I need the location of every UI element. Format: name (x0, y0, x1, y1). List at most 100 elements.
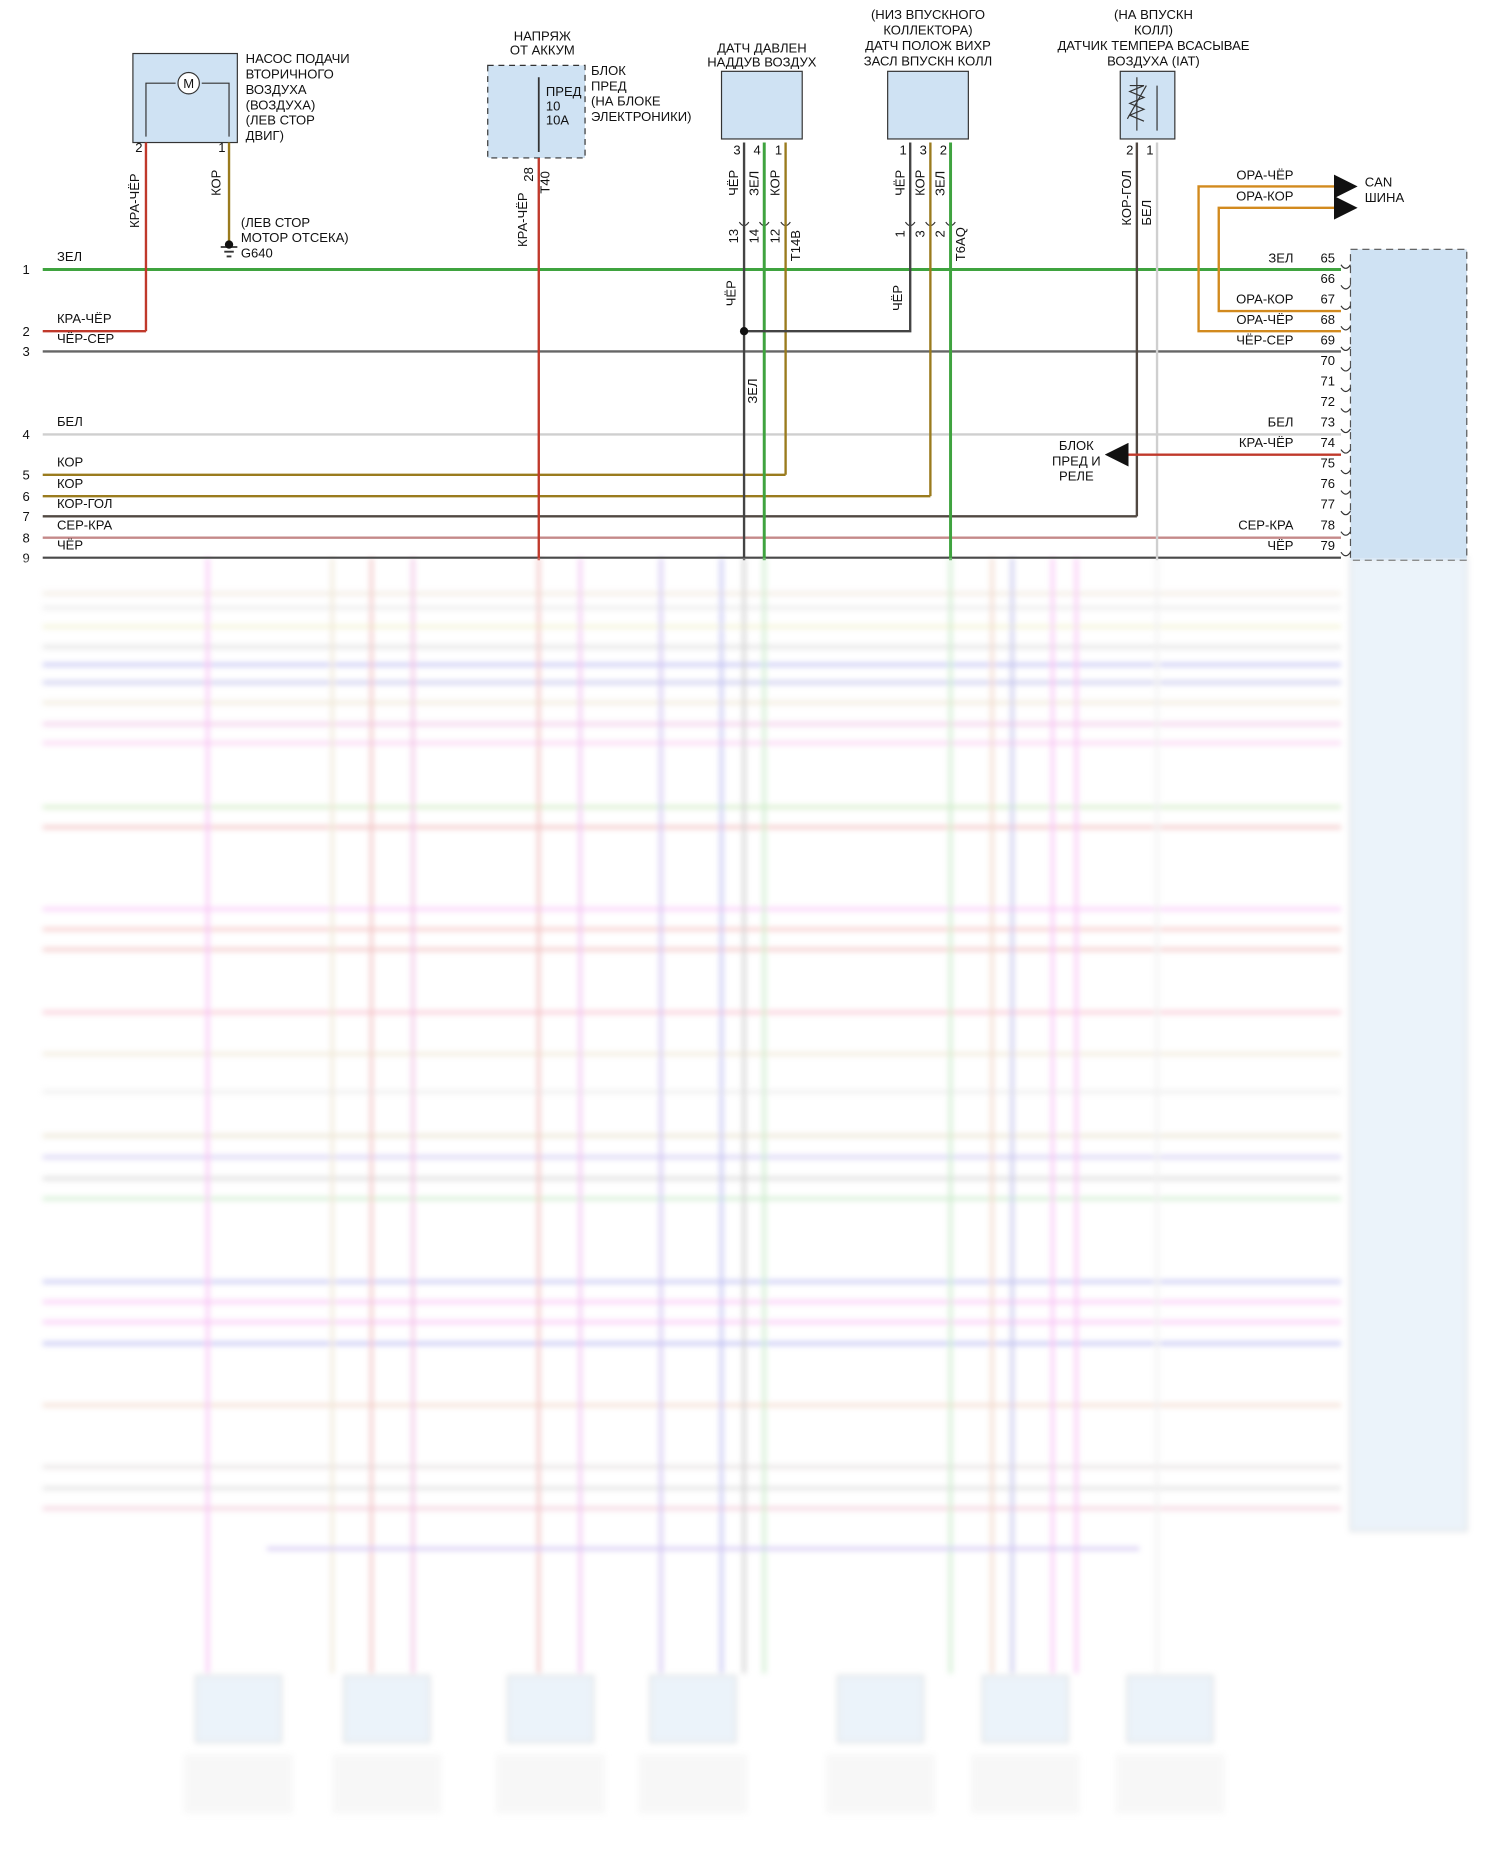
blurred-label (332, 1754, 442, 1814)
fuse-label: 10 (546, 98, 561, 113)
wire-name: КРА-ЧЁР (515, 192, 530, 247)
pin-number: 3 (920, 142, 927, 157)
motor-symbol (177, 71, 200, 95)
component-box (1119, 70, 1176, 140)
pin-name: ЧЁР-СЕР (1236, 333, 1294, 348)
pin-number: 28 (521, 167, 536, 182)
wire-number: 8 (22, 530, 29, 545)
blurred-label (183, 1754, 294, 1814)
can-label: ШИНА (1365, 190, 1405, 205)
motor-label: M (183, 76, 194, 91)
pin-number: 76 (1321, 476, 1336, 491)
wire-name: КОР (57, 454, 84, 469)
wire-name: ЧЁР (892, 170, 907, 196)
pin-number: 68 (1321, 312, 1336, 327)
connector-label: T6AQ (953, 227, 968, 261)
wire-number: 5 (22, 468, 29, 483)
fuse-label: ПРЕД (546, 84, 582, 99)
blurred-component (982, 1675, 1069, 1743)
wire-name: КОР-ГОЛ (57, 496, 113, 511)
component-label: КОЛЛЕКТОРА) (883, 23, 972, 38)
pin-number: 3 (733, 142, 740, 157)
connector-pin (1340, 449, 1351, 454)
component-label: ДАТЧ ДАВЛЕН (717, 40, 807, 55)
connector-pin (1340, 510, 1351, 516)
pin-number: 12 (768, 229, 783, 244)
pin-number: 74 (1321, 435, 1336, 450)
pin-number: 69 (1321, 333, 1336, 348)
wire-name: КОР (768, 169, 783, 196)
supply-label: НАПРЯЖ (514, 28, 571, 43)
blurred-module (1349, 557, 1468, 1532)
can-wire (1197, 174, 1358, 333)
control-module (1349, 248, 1468, 561)
connector-pin (1340, 326, 1351, 331)
wire-number: 4 (22, 427, 29, 442)
connector-pin (1340, 387, 1351, 393)
wire-number: 6 (22, 489, 29, 504)
wire-name: ЧЁР (57, 538, 83, 553)
component-label: (НА ВПУСКН (1114, 7, 1193, 22)
wire-name: КОР (912, 169, 927, 196)
pin-name: ЧЁР (1267, 538, 1293, 553)
fade-overlay (0, 557, 1500, 1861)
wire-name: КОР (209, 169, 224, 196)
blurred-component (1126, 1675, 1214, 1743)
junction (739, 327, 749, 336)
wire-name: СЕР-КРА (57, 517, 113, 532)
pin-number: 1 (775, 142, 782, 157)
component-label: ЭЛЕКТРОНИКИ) (591, 109, 691, 124)
connector-pin (1340, 408, 1351, 413)
pin-number: 2 (940, 142, 947, 157)
connector-pin (1340, 469, 1351, 475)
connector-pin (1340, 305, 1351, 310)
blurred-label (825, 1754, 936, 1814)
connector-label: T14B (788, 230, 803, 261)
pin-number: 2 (1126, 142, 1133, 157)
component-label: БЛОК (591, 63, 626, 78)
pin-number: 75 (1321, 456, 1336, 471)
relay-label: РЕЛЕ (1059, 469, 1094, 484)
component-label: ВОЗДУХА (246, 82, 307, 97)
ground-label: G640 (241, 246, 273, 261)
component-label: (НА БЛОКЕ (591, 94, 661, 109)
pin-number: 1 (899, 142, 906, 157)
pin-number: 73 (1321, 415, 1336, 430)
pin-number: 1 (892, 230, 907, 237)
blurred-label (638, 1754, 748, 1814)
pin-name: БЕЛ (1268, 415, 1294, 430)
connector-pin (1340, 346, 1351, 352)
pin-number: 13 (726, 229, 741, 244)
component-label: НАДДУВ ВОЗДУХ (707, 55, 817, 70)
component-label: (ВОЗДУХА) (246, 97, 316, 112)
pump-internal (145, 82, 230, 137)
pin-name: ЗЕЛ (1268, 250, 1293, 265)
junction (224, 240, 234, 249)
wire-number: 7 (22, 509, 29, 524)
wire-name: ЗЕЛ (746, 171, 761, 196)
blurred-component (837, 1675, 924, 1743)
wire (744, 142, 912, 333)
wire-name: ЗЕЛ (57, 249, 82, 264)
relay-label: БЛОК (1059, 438, 1094, 453)
pin-number: 67 (1321, 291, 1336, 306)
thermistor-symbol (1126, 77, 1158, 131)
component-label: (НИЗ ВПУСКНОГО (871, 7, 985, 22)
component-label: ДАТЧ ПОЛОЖ ВИХР (865, 38, 991, 53)
pin-number: 1 (218, 140, 225, 155)
ground-label: МОТОР ОТСЕКА) (241, 230, 349, 245)
wire-number: 3 (22, 344, 29, 359)
blurred-component (195, 1675, 282, 1743)
pin-name: ОРА-ЧЁР (1236, 312, 1293, 327)
can-label: CAN (1365, 174, 1393, 189)
connector-pin (1340, 367, 1351, 372)
connector-pin (1340, 428, 1351, 434)
pin-number: 79 (1321, 538, 1336, 553)
ground-label: (ЛЕВ СТОР (241, 215, 310, 230)
component-label: (ЛЕВ СТОР (246, 113, 315, 128)
component-label: ЗАСЛ ВПУСКН КОЛЛ (864, 53, 993, 68)
wire-number: 2 (22, 324, 29, 339)
pin-number: 4 (753, 142, 760, 157)
component-box (887, 70, 969, 140)
